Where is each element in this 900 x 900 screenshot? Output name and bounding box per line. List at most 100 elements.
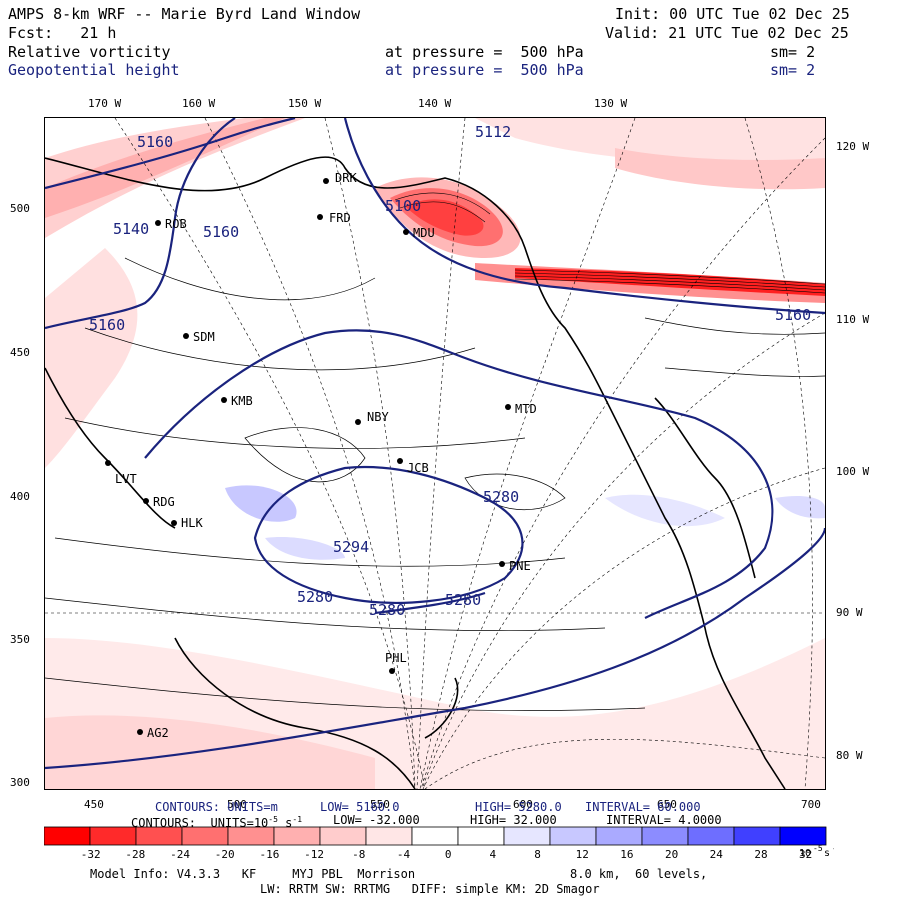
colorbar-tick-label: -16: [259, 848, 279, 861]
station-marker: [105, 460, 111, 466]
height-label: 5280: [445, 591, 482, 609]
station-label: SDM: [193, 330, 215, 344]
colorbar-swatch: [181, 826, 229, 846]
height-label: 5280: [483, 488, 520, 506]
colorbar-tick-label: 12: [576, 848, 589, 861]
station-label: JCB: [407, 461, 429, 475]
height-label: 5140: [113, 220, 150, 238]
left-grid-label: 400: [10, 490, 30, 503]
height-label: 5280: [297, 588, 334, 606]
bottom-grid-label: 500: [227, 798, 247, 811]
vort-contour-units-s: s: [277, 816, 293, 830]
station-marker: [137, 729, 143, 735]
field2-name: Geopotential height: [8, 61, 180, 79]
colorbar-tick-label: 16: [620, 848, 633, 861]
station-marker: [397, 458, 403, 464]
model-info-line2: LW: RRTM SW: RRTMG DIFF: simple KM: 2D S…: [260, 882, 600, 896]
colorbar-swatch: [503, 826, 551, 846]
bottom-grid-label: 550: [370, 798, 390, 811]
bottom-grid-label: 700: [801, 798, 821, 811]
right-lon-label: 120 W: [836, 140, 870, 153]
colorbar-tick-label: 32: [799, 848, 812, 861]
colorbar-unit-s-exp: -1: [832, 844, 834, 853]
coastline: [45, 156, 786, 789]
station-label: KMB: [231, 394, 253, 408]
top-lon-label: 140 W: [418, 97, 452, 110]
graticule: [45, 118, 825, 789]
colorbar-swatch: [457, 826, 505, 846]
station-marker: [355, 419, 361, 425]
vort-contour-info-high: HIGH= 32.000: [470, 813, 557, 827]
colorbar-tick-label: 0: [445, 848, 452, 861]
station-marker: [499, 561, 505, 567]
height-label: 5280: [369, 601, 406, 619]
forecast-hour: Fcst: 21 h: [8, 24, 117, 42]
strong-gradient-lines: [394, 192, 825, 294]
station-marker: [221, 397, 227, 403]
station-label: MDU: [413, 226, 435, 240]
field2-level: at pressure = 500 hPa: [385, 61, 584, 79]
map-canvas: [45, 118, 825, 789]
vort-contour-info-low: LOW= -32.000: [333, 813, 420, 827]
station-marker: [403, 229, 409, 235]
top-lon-label: 150 W: [288, 97, 322, 110]
station-label: NBY: [367, 410, 389, 424]
vort-contour-units: CONTOURS: UNITS=10: [131, 816, 269, 830]
colorbar-unit-s: s: [824, 848, 830, 859]
height-label: 5112: [475, 123, 512, 141]
station-marker: [183, 333, 189, 339]
colorbar-swatch: [43, 826, 91, 846]
left-grid-label: 500: [10, 202, 30, 215]
height-contour-info-label: CONTOURS: UNITS=m: [155, 800, 278, 814]
colorbar-swatch: [411, 826, 459, 846]
colorbar-swatch: [273, 826, 321, 846]
field1-name: Relative vorticity: [8, 43, 171, 61]
vort-contour-info-label: CONTOURS: UNITS=10-5 s-1: [131, 812, 302, 831]
colorbar-swatch: [227, 826, 275, 846]
station-marker: [155, 220, 161, 226]
colorbar: -32 -28 -24 -20 -16 -12 -8 -4 0 4 8 12 16 20 24 28 32 10-…: [43, 826, 842, 880]
station-label: LVT: [115, 472, 137, 486]
vort-contour-info-interval: INTERVAL= 4.0000: [606, 813, 722, 827]
station-marker: [323, 178, 329, 184]
height-label: 5160: [775, 306, 812, 324]
colorbar-tick-label: 4: [490, 848, 497, 861]
colorbar-swatch: [733, 826, 781, 846]
colorbar-svg: -32 -28 -24 -20 -16 -12 -8 -4 0 4 8 12 16 20 24 28 3210-…: [43, 826, 842, 861]
map-title: AMPS 8-km WRF -- Marie Byrd Land Window: [8, 5, 361, 23]
right-lon-label: 80 W: [836, 749, 863, 762]
colorbar-tick-label: -32: [81, 848, 101, 861]
height-contour-info-low: LOW= 5160.0: [320, 800, 400, 814]
colorbar-swatch: [365, 826, 413, 846]
colorbar-tick-label: -20: [215, 848, 235, 861]
colorbar-unit-exp: -5: [813, 844, 823, 853]
height-contour-info-high: HIGH= 5280.0: [475, 800, 562, 814]
colorbar-tick-label: 8: [534, 848, 541, 861]
colorbar-swatch: [641, 826, 689, 846]
init-time: Init: 00 UTC Tue 02 Dec 25: [615, 5, 850, 23]
height-label: 5160: [89, 316, 126, 334]
station-marker: [389, 668, 395, 674]
model-info-line1-res: 8.0 km, 60 levels,: [570, 867, 708, 881]
height-label: 5100: [385, 197, 422, 215]
station-label: DRK: [335, 171, 357, 185]
right-lon-label: 110 W: [836, 313, 870, 326]
station-label: PHL: [385, 651, 407, 665]
right-lon-label: 90 W: [836, 606, 863, 619]
height-label: 5160: [203, 223, 240, 241]
vorticity-contours: [45, 257, 825, 711]
colorbar-swatch: [595, 826, 643, 846]
colorbar-tick-label: -24: [170, 848, 190, 861]
station-marker: [171, 520, 177, 526]
station-label: RDG: [153, 495, 175, 509]
map-panel: ROB SDM KMB LVT RDG HLK NBY JCB FRD DRK …: [44, 117, 826, 790]
top-lon-label: 160 W: [182, 97, 216, 110]
bottom-grid-label: 450: [84, 798, 104, 811]
right-lon-label: 100 W: [836, 465, 870, 478]
colorbar-swatch: [779, 826, 827, 846]
bottom-grid-label: 600: [513, 798, 533, 811]
station-marker: [317, 214, 323, 220]
vort-contour-units-s-exp: -1: [292, 815, 303, 824]
station-label: FRD: [329, 211, 351, 225]
top-lon-label: 130 W: [594, 97, 628, 110]
